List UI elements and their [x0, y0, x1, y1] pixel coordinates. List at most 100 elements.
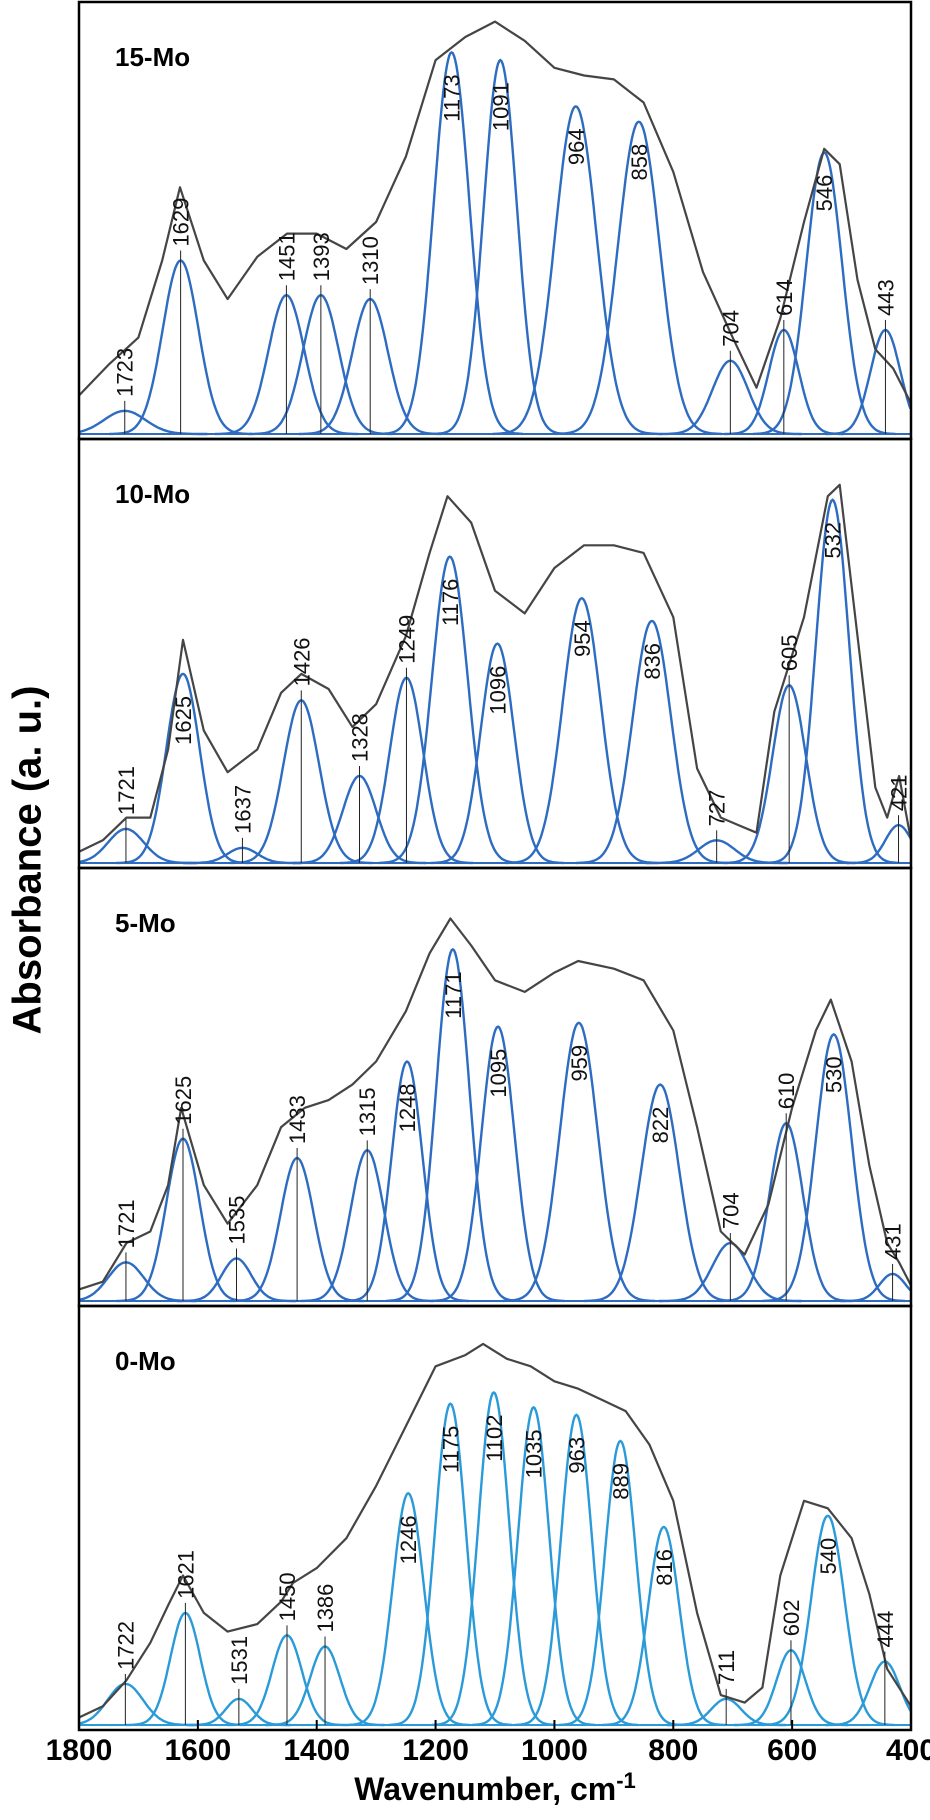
peak-label: 1531	[227, 1636, 252, 1685]
x-tick-label: 600	[767, 1734, 817, 1767]
peak-curve	[825, 1660, 913, 1727]
peak-label: 1248	[395, 1083, 420, 1132]
peak-label: 602	[779, 1600, 804, 1637]
panel-frame	[77, 1304, 913, 1732]
peak-label: 1328	[348, 713, 373, 762]
peak-label: 1722	[113, 1621, 138, 1670]
x-tick-label: 400	[886, 1734, 930, 1767]
peak-label: 1535	[224, 1196, 249, 1245]
panel-title: 5-Mo	[115, 908, 176, 938]
peak-label: 421	[887, 774, 912, 811]
envelope-curve	[78, 1342, 912, 1719]
peak-label: 1393	[309, 232, 334, 281]
envelope-curve	[78, 917, 912, 1291]
peak-label: 530	[822, 1056, 847, 1093]
peak-label: 610	[774, 1073, 799, 1110]
panel: 1721 1625 1535 1433 1315 1248 1171 1095 959 822 70…	[77, 866, 913, 1308]
envelope-curve	[78, 20, 912, 404]
peak-label: 1637	[230, 785, 255, 834]
x-axis-title-superscript: -1	[616, 1768, 636, 1793]
panel-frame	[77, 0, 913, 441]
peak-curve	[502, 1021, 655, 1303]
peak-curve	[558, 1439, 683, 1727]
peak-label: 1433	[285, 1095, 310, 1144]
x-axis-title: Wavenumber, cm-1	[354, 1768, 636, 1807]
peak-label: 1629	[169, 198, 194, 247]
peak-label: 1621	[173, 1550, 198, 1599]
panel: 1722 1621 1531 1450 1386 1246 1175 1102 1035 963 8…	[77, 1304, 913, 1732]
peak-label: 1315	[355, 1087, 380, 1136]
peak-label: 546	[812, 175, 837, 212]
peak-label: 959	[567, 1045, 592, 1082]
panel-title: 10-Mo	[115, 479, 190, 509]
peak-label: 1176	[438, 579, 463, 626]
peak-label: 1451	[274, 232, 299, 281]
peak-label: 1426	[289, 637, 314, 686]
peak-curve	[345, 1060, 469, 1303]
peak-label: 1450	[275, 1572, 300, 1621]
panel-title: 0-Mo	[115, 1346, 176, 1376]
peak-curve	[584, 1083, 737, 1303]
peak-curve	[78, 827, 197, 865]
peak-curve	[78, 1682, 197, 1727]
peak-label: 1035	[522, 1429, 547, 1478]
peak-label: 727	[705, 790, 730, 827]
peak-label: 836	[640, 643, 665, 680]
peak-label: 1096	[485, 666, 510, 715]
peak-curve	[116, 672, 250, 865]
peak-label: 1091	[488, 82, 513, 131]
peak-label: 431	[881, 1223, 906, 1260]
peak-curve	[826, 328, 912, 436]
peak-curve	[492, 105, 659, 436]
peak-label: 963	[564, 1437, 589, 1474]
peak-label: 540	[816, 1538, 841, 1575]
peak-curve	[505, 597, 658, 865]
peak-label: 964	[564, 128, 589, 165]
peak-label: 1095	[486, 1049, 511, 1098]
peak-label: 614	[772, 279, 797, 316]
peak-label: 1723	[113, 348, 138, 397]
peak-label: 1249	[394, 615, 419, 664]
peak-label: 1173	[440, 74, 465, 121]
peak-label: 954	[570, 620, 595, 657]
peak-label: 1386	[313, 1584, 338, 1633]
peak-curve	[431, 1025, 565, 1303]
peak-curve	[386, 947, 520, 1303]
panel: 1723 1629 1451 1393 1310 1173 1091 964 858 704 614…	[77, 0, 913, 441]
peak-curve	[846, 823, 912, 865]
peak-curve	[761, 1514, 895, 1727]
peak-label: 704	[718, 1192, 743, 1229]
envelope-curve	[78, 483, 913, 853]
panel-title: 15-Mo	[115, 42, 190, 72]
x-tick-label: 1800	[46, 1734, 113, 1767]
panel: 1721 1625 1637 1426 1328 1249 1176 1096 954 836 72…	[77, 437, 913, 870]
peak-curve	[602, 1525, 726, 1727]
x-tick-label: 1000	[521, 1734, 588, 1767]
x-axis-title-main: Wavenumber, cm	[354, 1771, 616, 1807]
peak-label: 444	[873, 1611, 898, 1648]
x-tick-label: 1600	[164, 1734, 231, 1767]
peak-label: 1625	[171, 696, 196, 745]
y-axis-title: Absorbance (a. u.)	[6, 686, 50, 1035]
x-tick-label: 1200	[402, 1734, 469, 1767]
peak-label: 1721	[114, 1199, 139, 1248]
peak-curve	[78, 1261, 197, 1303]
peak-curve	[430, 642, 564, 865]
peak-curve	[471, 1405, 596, 1727]
peak-label: 711	[714, 1650, 739, 1685]
peak-label: 704	[718, 310, 743, 347]
x-tick-label: 1400	[283, 1734, 350, 1767]
peak-curve	[514, 1413, 639, 1727]
peak-label: 1310	[358, 236, 383, 285]
peak-label: 1246	[396, 1515, 421, 1564]
peak-label: 1625	[171, 1076, 196, 1125]
peak-curve	[575, 619, 728, 865]
peak-curve	[380, 50, 523, 436]
peak-curve	[840, 1272, 912, 1303]
peak-label: 1102	[482, 1414, 507, 1461]
peak-label: 443	[873, 279, 898, 316]
peak-label: 858	[627, 144, 652, 181]
peak-label: 822	[648, 1107, 673, 1144]
